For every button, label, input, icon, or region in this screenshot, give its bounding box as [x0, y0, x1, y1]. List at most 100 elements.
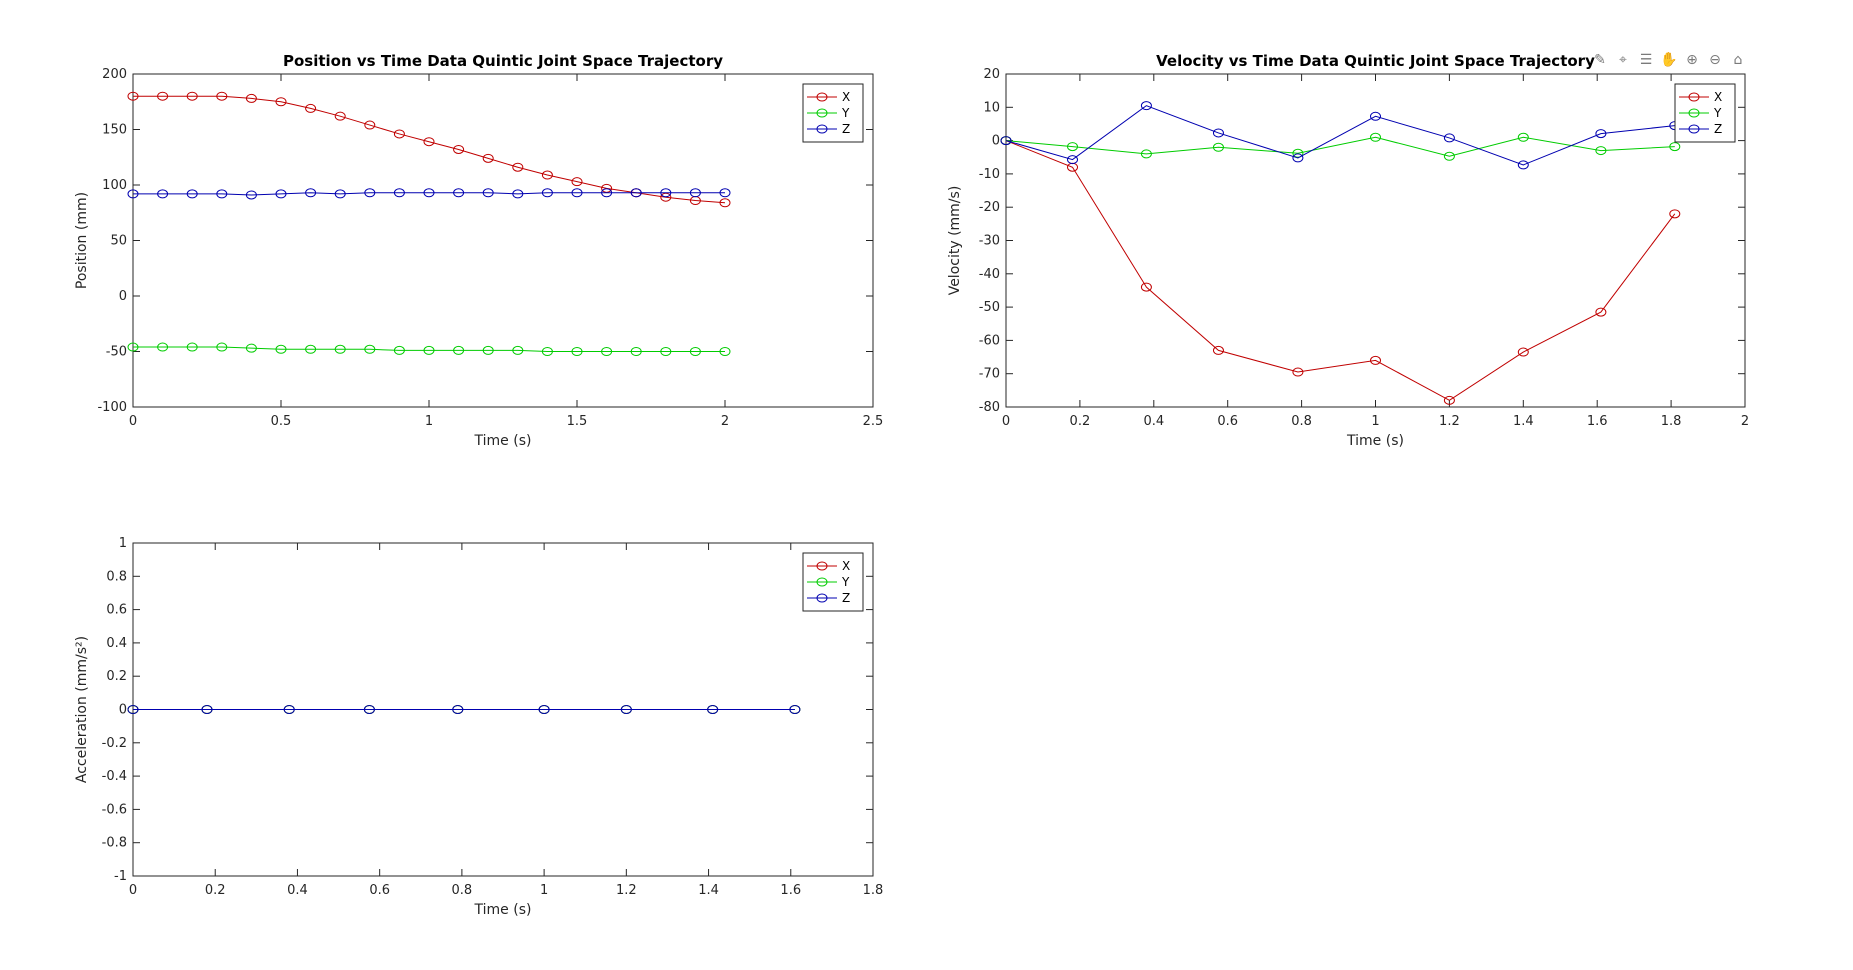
data-point [216, 342, 228, 352]
y-tick-label: 100 [102, 178, 127, 193]
data-point [364, 120, 376, 130]
y-tick-label: -100 [97, 400, 127, 415]
zoom-out-icon[interactable]: ⊖ [1709, 52, 1721, 68]
series-line-y [1005, 136, 1675, 157]
data-point [719, 347, 731, 356]
data-point [453, 345, 465, 355]
data-point [201, 705, 213, 714]
x-tick-label: 0 [1002, 414, 1010, 429]
legend-label-x: X [842, 90, 850, 104]
x-tick-label: 1.6 [1587, 414, 1608, 429]
data-point [1292, 148, 1304, 158]
series-z [1000, 101, 1681, 170]
data-point [789, 705, 801, 714]
legend-label-y: Y [841, 106, 850, 120]
data-point [393, 345, 405, 355]
data-point [482, 153, 494, 163]
edit-plot-icon[interactable]: ✎ [1594, 52, 1606, 68]
x-tick-label: 1.8 [863, 883, 884, 898]
data-point [1370, 111, 1381, 121]
x-tick-label: 0.6 [369, 883, 390, 898]
x-tick-label: 0.2 [1070, 414, 1091, 429]
data-point [453, 144, 465, 154]
data-point [1443, 395, 1455, 405]
data-point [334, 344, 346, 354]
data-point [423, 188, 435, 198]
data-point [334, 189, 346, 199]
x-tick-label: 1 [540, 883, 548, 898]
data-point [1067, 155, 1079, 165]
legend-label-x: X [1714, 90, 1722, 104]
data-point [541, 347, 553, 356]
x-tick-label: 1.8 [1661, 414, 1682, 429]
chart-3: 0 0.2 0.4 0.6 0.8 1 1.2 1.4 1.6 1.8 -1 -0.8 -0.6 -0.4… [74, 536, 883, 918]
legend-label-z: Z [842, 122, 850, 136]
series-line-y [133, 346, 725, 352]
x-tick-label: 0.8 [452, 883, 473, 898]
x-axis-label: Time (s) [474, 433, 532, 449]
x-tick-label: 1.4 [698, 883, 719, 898]
data-point [1370, 132, 1381, 142]
x-tick-label: 0 [129, 883, 137, 898]
x-tick-label: 1 [1371, 414, 1379, 429]
pan-icon[interactable]: ✋ [1660, 52, 1678, 68]
data-point [127, 705, 139, 714]
y-axis-label: Acceleration (mm/s²) [74, 636, 90, 783]
series-line-x [133, 95, 726, 204]
x-tick-label: 0.6 [1217, 414, 1238, 429]
x-tick-label: 1.2 [1439, 414, 1460, 429]
data-point [512, 189, 524, 199]
data-point [1443, 133, 1455, 143]
legend-label-y: Y [841, 575, 850, 589]
data-point [630, 347, 642, 356]
data-point [630, 188, 642, 198]
data-point [571, 188, 583, 198]
data-point [1595, 307, 1607, 317]
y-tick-label: 200 [102, 67, 127, 82]
insert-data-tip-icon[interactable]: ⌖ [1619, 52, 1627, 68]
chart-title: Velocity vs Time Data Quintic Joint Spac… [1156, 52, 1595, 70]
x-tick-label: 0.4 [1143, 414, 1164, 429]
y-tick-label: 1 [119, 536, 127, 551]
series-z [127, 188, 731, 200]
data-point [482, 345, 494, 355]
data-point [1000, 136, 1012, 146]
legend-marker-y [816, 577, 828, 587]
x-tick-label: 1.5 [567, 414, 588, 429]
data-point [216, 189, 228, 199]
data-point [620, 705, 632, 714]
y-tick-label: 0 [992, 134, 1000, 149]
legend: XYZ [802, 552, 864, 612]
legend: XYZ [1674, 83, 1736, 143]
data-point [689, 347, 701, 356]
data-point [1140, 101, 1152, 111]
x-axis-label: Time (s) [1346, 433, 1404, 449]
data-point [571, 177, 583, 187]
y-tick-label: -0.6 [102, 802, 127, 817]
legend-label-z: Z [842, 591, 850, 605]
data-point [393, 129, 405, 139]
home-icon[interactable]: ⌂ [1733, 52, 1743, 68]
insert-legend-icon[interactable]: ☰ [1639, 52, 1653, 68]
data-point [423, 137, 435, 147]
data-point [571, 347, 583, 356]
series-y [127, 342, 731, 356]
x-tick-label: 1.4 [1513, 414, 1534, 429]
y-tick-label: 0 [119, 289, 127, 304]
legend-marker-x [1688, 92, 1700, 102]
legend-marker-z [816, 124, 828, 134]
series-y [1000, 132, 1681, 161]
axes-toolbar: ✎ ⌖ ☰ ✋ ⊕ ⊖ ⌂ [1590, 50, 1748, 74]
data-point [452, 705, 464, 714]
legend-label-y: Y [1713, 106, 1722, 120]
data-point [1517, 347, 1529, 357]
data-point [1140, 282, 1152, 292]
data-point [1292, 153, 1304, 163]
data-point [393, 188, 405, 198]
data-point [719, 198, 731, 208]
y-tick-label: 20 [983, 67, 1000, 82]
zoom-in-icon[interactable]: ⊕ [1686, 52, 1698, 68]
data-point [305, 344, 317, 354]
data-point [601, 188, 613, 198]
